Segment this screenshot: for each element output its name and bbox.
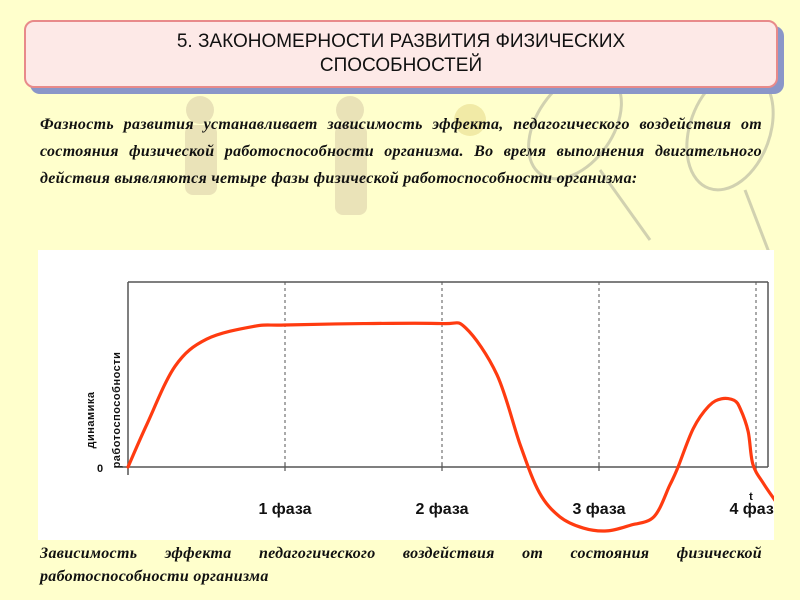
y-axis-label-line1: динамика [85, 391, 97, 448]
chart-caption: Зависимость эффекта педагогического возд… [40, 545, 762, 585]
page-title: 5. ЗАКОНОМЕРНОСТИ РАЗВИТИЯ ФИЗИЧЕСКИХ СП… [176, 31, 626, 76]
performance-curve [126, 321, 782, 533]
chart-panel: динамика работоспособности 0 t 1 фаза 2 ф… [38, 250, 783, 540]
athlete-illustrations [185, 96, 486, 215]
phase-label-2: 2 фаза [415, 501, 468, 518]
title-banner: 5. ЗАКОНОМЕРНОСТИ РАЗВИТИЯ ФИЗИЧЕСКИХ СП… [24, 20, 778, 88]
y-axis-label-line2: работоспособности [111, 352, 123, 469]
phase-label-4: 4 фаза [729, 501, 774, 518]
phase-chart: динамика работоспособности 0 t 1 фаза 2 ф… [85, 281, 783, 533]
phase-label-3: 3 фаза [572, 501, 625, 518]
intro-paragraph: Фазность развития устанавливает зависимо… [40, 116, 762, 187]
y-origin-label: 0 [97, 463, 103, 475]
x-axis-label: t [749, 491, 753, 503]
phase-label-1: 1 фаза [258, 501, 311, 518]
